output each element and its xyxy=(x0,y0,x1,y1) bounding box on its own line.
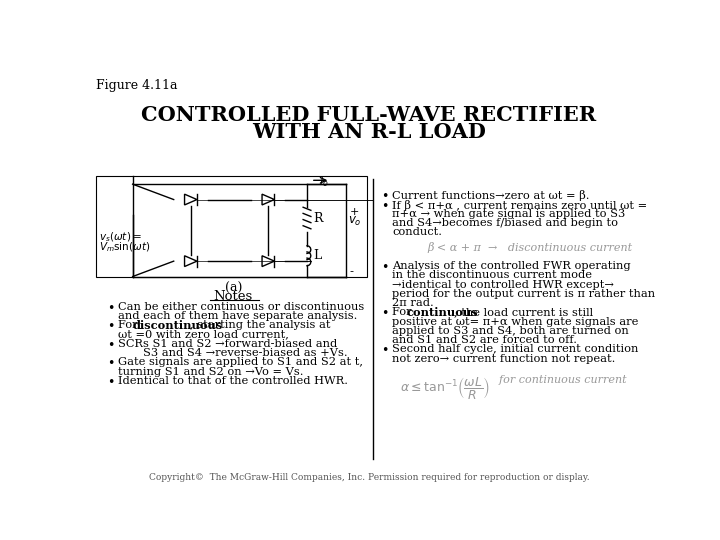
Text: Copyright©  The McGraw-Hill Companies, Inc. Permission required for reproduction: Copyright© The McGraw-Hill Companies, In… xyxy=(149,473,589,482)
Text: CONTROLLED FULL-WAVE RECTIFIER: CONTROLLED FULL-WAVE RECTIFIER xyxy=(141,105,597,125)
Text: If β < π+α , current remains zero until ωt =: If β < π+α , current remains zero until … xyxy=(392,200,647,211)
Text: •: • xyxy=(382,345,389,357)
Text: Current functions→zero at ωt = β.: Current functions→zero at ωt = β. xyxy=(392,190,590,201)
Text: and S4→becomes f/biased and begin to: and S4→becomes f/biased and begin to xyxy=(392,218,618,228)
Text: -: - xyxy=(350,267,354,276)
Text: positive at ωt= π+α when gate signals are: positive at ωt= π+α when gate signals ar… xyxy=(392,316,639,327)
Text: in the discontinuous current mode: in the discontinuous current mode xyxy=(392,271,593,280)
Text: and S1 and S2 are forced to off.: and S1 and S2 are forced to off. xyxy=(392,335,577,345)
Text: S3 and S4 →reverse-biased as +Vs.: S3 and S4 →reverse-biased as +Vs. xyxy=(143,348,347,358)
Text: π+α → when gate signal is applied to S3: π+α → when gate signal is applied to S3 xyxy=(392,209,626,219)
Text: +: + xyxy=(350,207,359,217)
Text: discontinuous: discontinuous xyxy=(132,320,223,332)
Text: •: • xyxy=(382,261,389,274)
Text: Notes: Notes xyxy=(214,291,253,303)
Text: •: • xyxy=(107,357,114,370)
Text: applied to S3 and S4, both are turned on: applied to S3 and S4, both are turned on xyxy=(392,326,629,336)
Text: L: L xyxy=(313,249,321,262)
Text: Gate signals are applied to S1 and S2 at t,: Gate signals are applied to S1 and S2 at… xyxy=(118,357,363,367)
Text: Analysis of the controlled FWR operating: Analysis of the controlled FWR operating xyxy=(392,261,631,271)
Text: $\alpha \leq \tan^{-1}\!\left(\dfrac{\omega L}{R}\right)$: $\alpha \leq \tan^{-1}\!\left(\dfrac{\om… xyxy=(400,375,490,401)
Text: WITH AN R-L LOAD: WITH AN R-L LOAD xyxy=(252,122,486,142)
Text: $v_o$: $v_o$ xyxy=(348,215,361,228)
Text: $V_m\sin(\omega t)$: $V_m\sin(\omega t)$ xyxy=(99,240,150,254)
Text: Second half cycle, initial current condition: Second half cycle, initial current condi… xyxy=(392,345,639,354)
Text: , starting the analysis at: , starting the analysis at xyxy=(190,320,330,330)
Text: (a): (a) xyxy=(225,282,242,295)
Text: SCRs S1 and S2 →forward-biased and: SCRs S1 and S2 →forward-biased and xyxy=(118,339,337,349)
Text: •: • xyxy=(382,200,389,213)
Text: 2π rad.: 2π rad. xyxy=(392,298,434,308)
Text: •: • xyxy=(382,307,389,320)
Text: For: For xyxy=(118,320,141,330)
Text: •: • xyxy=(107,320,114,333)
Text: Can be either continuous or discontinuous: Can be either continuous or discontinuou… xyxy=(118,302,364,312)
Text: For: For xyxy=(392,307,415,318)
Text: •: • xyxy=(107,302,114,315)
Text: •: • xyxy=(107,376,114,389)
Text: period for the output current is π rather than: period for the output current is π rathe… xyxy=(392,289,655,299)
Text: Identical to that of the controlled HWR.: Identical to that of the controlled HWR. xyxy=(118,376,348,386)
Text: ωt =0 with zero load current,: ωt =0 with zero load current, xyxy=(118,330,289,340)
Text: not zero→ current function not repeat.: not zero→ current function not repeat. xyxy=(392,354,616,363)
Text: Figure 4.11a: Figure 4.11a xyxy=(96,79,178,92)
Text: $v_s(\omega t) =$: $v_s(\omega t) =$ xyxy=(99,231,142,244)
Text: , the load current is still: , the load current is still xyxy=(454,307,593,318)
Text: →identical to controlled HWR except→: →identical to controlled HWR except→ xyxy=(392,280,614,289)
Text: conduct.: conduct. xyxy=(392,227,442,237)
Text: turning S1 and S2 on →Vo = Vs.: turning S1 and S2 on →Vo = Vs. xyxy=(118,367,303,376)
Bar xyxy=(96,177,367,276)
Text: •: • xyxy=(382,190,389,203)
Text: continuous: continuous xyxy=(407,307,479,319)
Text: for continuous current: for continuous current xyxy=(485,375,627,385)
Text: β < α + π  →   discontinuous current: β < α + π → discontinuous current xyxy=(427,242,632,253)
Text: R: R xyxy=(313,212,323,225)
Text: •: • xyxy=(107,339,114,352)
Text: and each of them have separate analysis.: and each of them have separate analysis. xyxy=(118,311,357,321)
Text: $i_o$: $i_o$ xyxy=(319,175,328,188)
